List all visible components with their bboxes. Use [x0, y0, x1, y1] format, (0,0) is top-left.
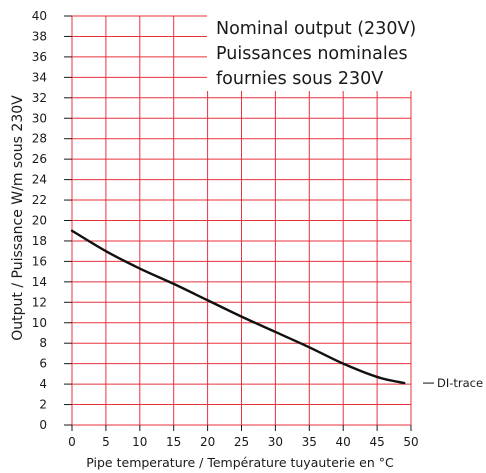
y-tick-label: 10	[32, 316, 47, 330]
legend: DI-trace	[423, 376, 483, 390]
x-tick-label: 5	[102, 435, 110, 449]
y-tick-label: 20	[32, 214, 47, 228]
x-tick-label: 20	[200, 435, 215, 449]
annotation-background	[207, 15, 413, 91]
x-tick-label: 10	[132, 435, 147, 449]
x-tick-labels: 0 5 10 15 20 25 30 35 40 45 50	[68, 435, 418, 449]
y-tick-label: 22	[32, 193, 47, 207]
annotation-line: Puissances nominales	[216, 44, 408, 64]
x-tick-label: 0	[68, 435, 76, 449]
y-tick-label: 4	[39, 377, 47, 391]
y-tick-label: 24	[32, 173, 47, 187]
series	[70, 229, 406, 385]
y-tick-label: 6	[39, 357, 47, 371]
y-tick-label: 8	[39, 336, 47, 350]
y-tick-label: 16	[32, 254, 47, 268]
x-tick-label: 40	[336, 435, 351, 449]
annotation-line: fournies sous 230V	[216, 69, 383, 89]
y-tick-label: 34	[32, 70, 47, 84]
y-tick-label: 40	[32, 9, 47, 23]
y-axis-label: Output / Puissance W/m sous 230V	[10, 95, 26, 341]
y-tick-label: 12	[32, 295, 47, 309]
y-tick-label: 26	[32, 152, 47, 166]
y-tick-label: 0	[39, 418, 47, 432]
y-tick-label: 28	[32, 132, 47, 146]
y-tick-label: 32	[32, 91, 47, 105]
x-axis-label: Pipe temperature / Température tuyauteri…	[86, 455, 394, 470]
y-tick-label: 38	[32, 29, 47, 43]
series-line	[70, 229, 406, 385]
y-tick-label: 14	[32, 275, 47, 289]
annotation-line: Nominal output (230V)	[216, 19, 416, 39]
y-tick-label: 2	[39, 398, 47, 412]
x-tick-label: 35	[302, 435, 317, 449]
y-tick-label: 30	[32, 111, 47, 125]
y-tick-label: 18	[32, 234, 47, 248]
legend-label: DI-trace	[437, 376, 483, 390]
y-tick-label: 36	[32, 50, 47, 64]
tick-marks	[64, 15, 412, 431]
x-tick-label: 50	[403, 435, 418, 449]
x-tick-label: 45	[369, 435, 384, 449]
x-tick-label: 30	[268, 435, 283, 449]
x-tick-label: 25	[234, 435, 249, 449]
x-tick-label: 15	[166, 435, 181, 449]
chart-annotation: Nominal output (230V) Puissances nominale…	[216, 19, 416, 89]
